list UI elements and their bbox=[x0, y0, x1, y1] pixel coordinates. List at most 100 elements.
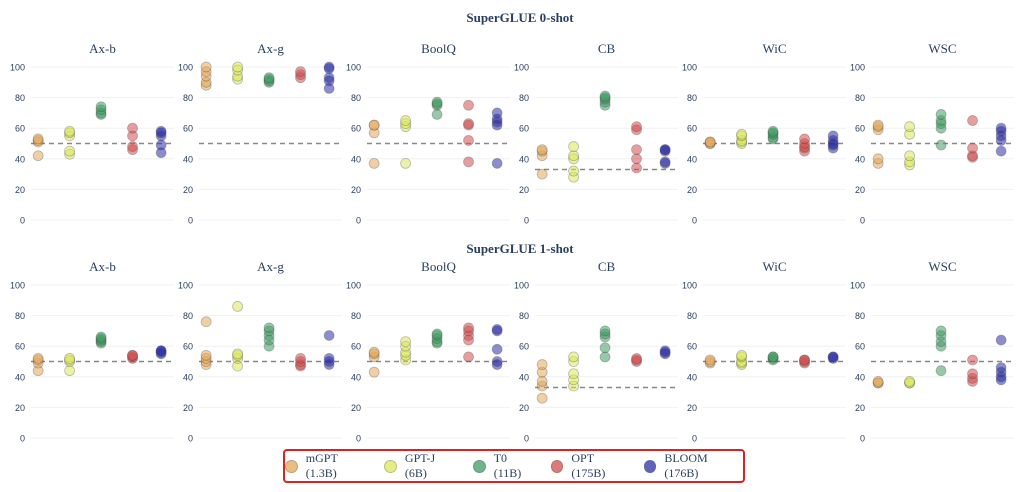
point-opt bbox=[127, 122, 138, 134]
panel-title: WSC bbox=[928, 259, 956, 274]
y-tick-label: 80 bbox=[15, 93, 25, 103]
legend-item-t0[interactable]: T0 (11B) bbox=[472, 451, 537, 481]
point-mgpt bbox=[536, 392, 548, 404]
point-bloom bbox=[491, 343, 503, 355]
point-gptj bbox=[568, 165, 580, 177]
legend-item-bloom[interactable]: BLOOM (176B) bbox=[643, 451, 743, 481]
y-tick-label: 100 bbox=[10, 63, 25, 73]
y-tick-label: 40 bbox=[183, 372, 193, 382]
point-t0 bbox=[935, 365, 947, 377]
point-t0 bbox=[935, 139, 947, 151]
legend-label-t0: T0 (11B) bbox=[493, 451, 522, 480]
y-tick-label: 80 bbox=[351, 311, 361, 321]
point-t0 bbox=[263, 322, 275, 334]
y-tick-label: 20 bbox=[855, 403, 865, 413]
y-tick-label: 40 bbox=[855, 154, 865, 164]
point-opt bbox=[967, 354, 978, 366]
point-t0 bbox=[599, 90, 611, 102]
y-tick-label: 40 bbox=[519, 154, 529, 164]
y-tick-label: 60 bbox=[351, 124, 361, 134]
y-tick-label: 40 bbox=[15, 372, 25, 382]
point-gptj bbox=[64, 365, 76, 377]
point-gptj bbox=[568, 368, 580, 380]
y-tick-label: 0 bbox=[20, 216, 25, 226]
legend-item-mgpt[interactable]: mGPT (1.3B) bbox=[285, 451, 370, 481]
point-opt bbox=[967, 368, 978, 380]
point-bloom bbox=[491, 323, 503, 335]
panel-title: Ax-b bbox=[89, 41, 116, 56]
point-opt bbox=[295, 66, 306, 77]
point-opt bbox=[463, 156, 474, 168]
panel-0shot-wsc: WSC 0 20 40 60 80 100 bbox=[850, 41, 1014, 226]
y-tick-label: 0 bbox=[692, 434, 697, 444]
point-bloom bbox=[491, 356, 503, 367]
y-tick-label: 20 bbox=[183, 403, 193, 413]
point-opt bbox=[631, 153, 642, 165]
y-tick-label: 100 bbox=[346, 63, 361, 73]
point-opt bbox=[295, 353, 306, 364]
point-bloom bbox=[323, 72, 335, 84]
point-gptj bbox=[232, 61, 244, 73]
legend-swatch-bloom bbox=[643, 459, 657, 473]
point-opt bbox=[631, 353, 642, 364]
point-bloom bbox=[995, 334, 1007, 346]
y-tick-label: 100 bbox=[682, 63, 697, 73]
point-mgpt bbox=[368, 366, 380, 378]
panel-title: WiC bbox=[762, 41, 786, 56]
chart-0shot: SuperGLUE 0-shot Ax-b 0 20 40 60 80 100 Ax-g 0 20 4… bbox=[10, 10, 1014, 226]
y-tick-label: 0 bbox=[524, 434, 529, 444]
point-mgpt bbox=[200, 349, 212, 361]
y-tick-label: 40 bbox=[687, 154, 697, 164]
point-mgpt bbox=[704, 354, 716, 366]
panel-1shot-wsc: WSC 0 20 40 60 80 100 bbox=[850, 259, 1014, 444]
y-tick-label: 100 bbox=[514, 63, 529, 73]
panel-title: Ax-g bbox=[257, 41, 284, 56]
panel-1shot-axb: Ax-b 0 20 40 60 80 100 bbox=[10, 259, 174, 444]
y-tick-label: 100 bbox=[682, 281, 697, 291]
point-t0 bbox=[599, 342, 611, 354]
y-tick-label: 100 bbox=[850, 281, 865, 291]
point-opt bbox=[127, 141, 138, 152]
point-bloom bbox=[323, 61, 335, 73]
point-gptj bbox=[568, 141, 580, 152]
point-t0 bbox=[935, 109, 947, 120]
y-tick-label: 40 bbox=[183, 154, 193, 164]
legend-item-opt[interactable]: OPT (175B) bbox=[550, 451, 630, 481]
point-t0 bbox=[263, 72, 275, 84]
y-tick-label: 40 bbox=[519, 372, 529, 382]
y-tick-label: 20 bbox=[855, 185, 865, 195]
legend-label-opt: OPT (175B) bbox=[571, 451, 606, 480]
point-opt bbox=[463, 135, 474, 146]
legend-swatch-opt bbox=[550, 459, 564, 473]
point-bloom bbox=[827, 130, 839, 142]
y-tick-label: 0 bbox=[188, 434, 193, 444]
point-t0 bbox=[935, 325, 947, 337]
point-t0 bbox=[431, 96, 443, 108]
point-mgpt bbox=[200, 61, 212, 73]
y-tick-label: 40 bbox=[351, 154, 361, 164]
point-gptj bbox=[64, 145, 76, 157]
point-mgpt bbox=[200, 316, 212, 328]
y-tick-label: 20 bbox=[351, 403, 361, 413]
legend-item-gptj[interactable]: GPT-J (6B) bbox=[384, 451, 459, 481]
y-tick-label: 60 bbox=[687, 342, 697, 352]
y-tick-label: 80 bbox=[519, 93, 529, 103]
panel-1shot-axg: Ax-g 0 20 40 60 80 100 bbox=[178, 259, 342, 444]
y-tick-label: 100 bbox=[514, 281, 529, 291]
point-mgpt bbox=[368, 157, 380, 169]
point-bloom bbox=[827, 351, 839, 363]
point-mgpt bbox=[32, 133, 44, 145]
y-tick-label: 80 bbox=[519, 311, 529, 321]
point-mgpt bbox=[536, 375, 548, 387]
panel-0shot-wic: WiC 0 20 40 60 80 100 bbox=[682, 41, 846, 226]
point-gptj bbox=[400, 115, 412, 126]
point-bloom bbox=[323, 330, 335, 341]
point-mgpt bbox=[536, 168, 548, 180]
point-bloom bbox=[323, 353, 335, 364]
point-opt bbox=[463, 351, 474, 363]
y-tick-label: 0 bbox=[692, 216, 697, 226]
point-t0 bbox=[431, 328, 443, 340]
panel-0shot-axb: Ax-b 0 20 40 60 80 100 bbox=[10, 41, 174, 226]
legend-swatch-t0 bbox=[472, 459, 486, 473]
point-gptj bbox=[736, 349, 748, 361]
